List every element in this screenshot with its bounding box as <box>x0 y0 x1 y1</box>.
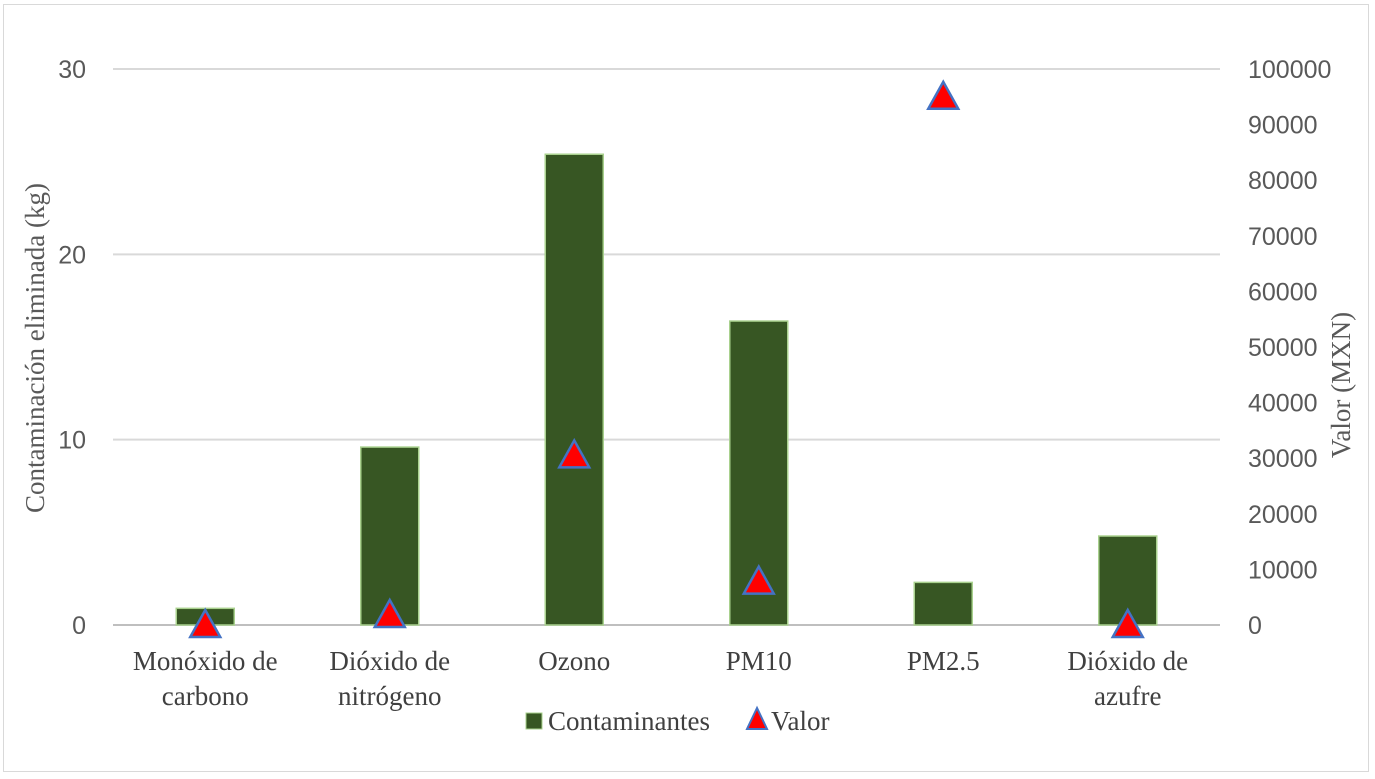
right-tick-label: 80000 <box>1248 167 1318 195</box>
chart-frame <box>3 4 1369 772</box>
category-label: Monóxido de carbono <box>133 646 278 711</box>
category-label: Dióxido de nitrógeno <box>329 646 450 711</box>
legend-label-contaminantes: Contaminantes <box>548 706 710 736</box>
marker-triangle <box>926 79 961 111</box>
right-tick-label: 10000 <box>1248 556 1318 584</box>
right-axis-title: Valor (MXN) <box>1326 312 1356 458</box>
bar <box>360 446 420 626</box>
bar <box>544 153 604 626</box>
category-label: PM10 <box>726 646 792 676</box>
marker-triangle <box>557 437 592 469</box>
right-tick-label: 0 <box>1248 612 1262 640</box>
legend-label-valor: Valor <box>771 706 829 736</box>
right-tick-label: 60000 <box>1248 278 1318 306</box>
right-tick-label: 90000 <box>1248 112 1318 140</box>
left-tick-label: 0 <box>72 612 86 640</box>
left-axis-ticks: 0 10 20 30 <box>58 56 86 640</box>
right-tick-label: 30000 <box>1248 445 1318 473</box>
bar-series <box>175 153 1158 626</box>
marker-triangle <box>1110 607 1145 639</box>
right-tick-label: 50000 <box>1248 334 1318 362</box>
left-tick-label: 30 <box>58 56 86 84</box>
right-tick-label: 40000 <box>1248 390 1318 418</box>
marker-triangle <box>372 597 407 629</box>
legend: Contaminantes Valor <box>525 705 829 736</box>
category-label: PM2.5 <box>907 646 980 676</box>
category-labels: Monóxido de carbono Dióxido de nitrógeno Ozo… <box>133 646 1188 711</box>
bar <box>913 581 973 626</box>
right-tick-label: 20000 <box>1248 501 1318 529</box>
marker-series <box>188 79 1145 639</box>
right-tick-label: 70000 <box>1248 223 1318 251</box>
right-tick-label: 100000 <box>1248 56 1331 84</box>
left-axis-title: Contaminación eliminada (kg) <box>20 183 50 513</box>
marker-triangle <box>188 607 223 639</box>
left-tick-label: 20 <box>58 241 86 269</box>
left-tick-label: 10 <box>58 427 86 455</box>
category-label: Ozono <box>538 646 610 676</box>
right-axis-ticks: 0 10000 20000 30000 40000 50000 60000 70000 8000… <box>1248 56 1331 640</box>
legend-swatch-contaminantes <box>525 712 543 730</box>
marker-triangle <box>741 564 776 595</box>
category-label: Dióxido de azufre <box>1067 646 1188 711</box>
gridlines <box>113 68 1220 626</box>
legend-swatch-valor <box>745 705 769 730</box>
